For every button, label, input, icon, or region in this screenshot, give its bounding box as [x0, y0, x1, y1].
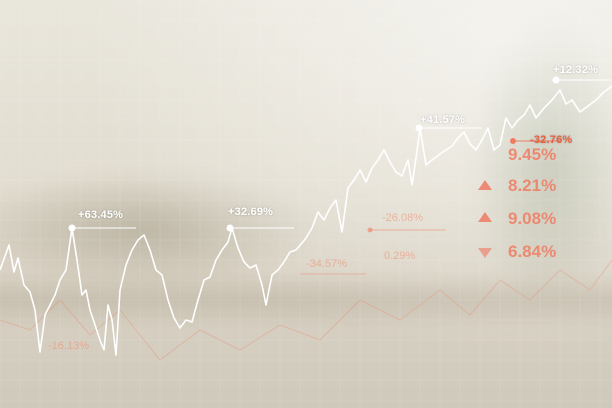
faded-label: -16.13%	[48, 340, 89, 352]
ticker-value: 9.45%	[508, 145, 557, 164]
arrow-up-icon	[478, 212, 492, 222]
callout-label: +12.32%	[553, 64, 599, 76]
callout-label: +63.45%	[78, 209, 124, 221]
callout-label: +41.57%	[420, 114, 466, 126]
faded-label: -34.57%	[306, 258, 347, 270]
ticker-value: 6.84%	[508, 242, 557, 261]
arrow-down-icon	[478, 248, 492, 258]
faded-label: 0.29%	[384, 250, 416, 262]
faded-label: -26.08%	[382, 212, 423, 224]
price-line	[0, 85, 612, 356]
ticker-value: 9.08%	[508, 209, 557, 228]
callout-label-negative: -32.76%	[530, 134, 573, 146]
arrow-up-icon	[478, 180, 492, 190]
background-red-line	[0, 259, 612, 361]
ticker-value: 8.21%	[508, 176, 557, 195]
callout-label: +32.69%	[228, 206, 274, 218]
